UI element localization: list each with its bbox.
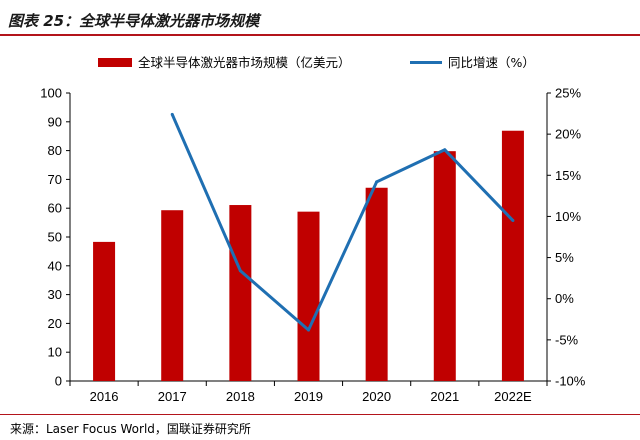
y-left-tick-label: 60	[48, 201, 62, 216]
y-right-tick-label: 10%	[555, 209, 581, 224]
legend: 全球半导体激光器市场规模（亿美元） 同比增速（%）	[98, 55, 535, 70]
growth-point	[238, 269, 242, 273]
y-left-tick-label: 0	[55, 374, 62, 389]
growth-point	[307, 328, 310, 332]
y-right-tick-label: 20%	[555, 127, 581, 142]
y-right-tick-labels: -10% -5% 0% 5% 10% 15% 20% 25%	[555, 86, 586, 389]
y-right-tick-label: 15%	[555, 168, 581, 183]
bar	[501, 130, 524, 381]
x-tick-label: 2017	[158, 389, 187, 404]
y-left-tick-label: 10	[48, 345, 62, 360]
x-tick-labels: 2016 2017 2018 2019 2020 2021 2022E	[90, 389, 532, 404]
bar	[365, 187, 388, 381]
x-tick-label: 2022E	[494, 389, 532, 404]
y-left-tick-label: 50	[48, 230, 62, 245]
growth-point	[511, 219, 515, 223]
y-left-tick-label: 100	[40, 86, 62, 101]
y-right-tick-label: 5%	[555, 250, 574, 265]
y-right-tick-label: -10%	[555, 374, 586, 389]
legend-line-label: 同比增速（%）	[448, 55, 535, 70]
y-right-tick-label: 25%	[555, 86, 581, 101]
x-tick-label: 2018	[226, 389, 255, 404]
bar-series	[93, 130, 524, 381]
title-rule	[0, 34, 640, 36]
legend-bar-swatch	[98, 58, 132, 67]
x-tick-label: 2020	[362, 389, 391, 404]
footer-rule	[0, 414, 640, 415]
y-left-tick-label: 80	[48, 143, 62, 158]
figure-header: 图表 25：全球半导体激光器市场规模	[0, 0, 640, 40]
growth-line	[170, 113, 515, 332]
bar	[93, 241, 116, 381]
y-left-tick-label: 20	[48, 316, 62, 331]
line-series	[170, 112, 515, 332]
growth-point	[443, 148, 447, 152]
bar	[433, 151, 456, 381]
x-tick-label: 2019	[294, 389, 323, 404]
legend-bar-label: 全球半导体激光器市场规模（亿美元）	[138, 55, 351, 70]
source-note: 来源：Laser Focus World，国联证券研究所	[10, 422, 251, 436]
x-tick-label: 2016	[90, 389, 119, 404]
y-left-tick-label: 90	[48, 114, 62, 129]
growth-point	[375, 180, 379, 184]
bar	[297, 211, 320, 381]
y-right-tick-label: -5%	[555, 332, 579, 347]
x-tick-label: 2021	[430, 389, 459, 404]
bar	[229, 205, 252, 381]
y-left-tick-label: 70	[48, 172, 62, 187]
y-left-tick-label: 40	[48, 258, 62, 273]
y-left-tick-labels: 0 10 20 30 40 50 60 70 80 90 100	[40, 86, 62, 389]
growth-point	[170, 112, 174, 116]
y-left-tick-label: 30	[48, 287, 62, 302]
figure-title: 图表 25：全球半导体激光器市场规模	[8, 12, 260, 30]
bar	[161, 210, 184, 381]
y-right-tick-label: 0%	[555, 291, 574, 306]
